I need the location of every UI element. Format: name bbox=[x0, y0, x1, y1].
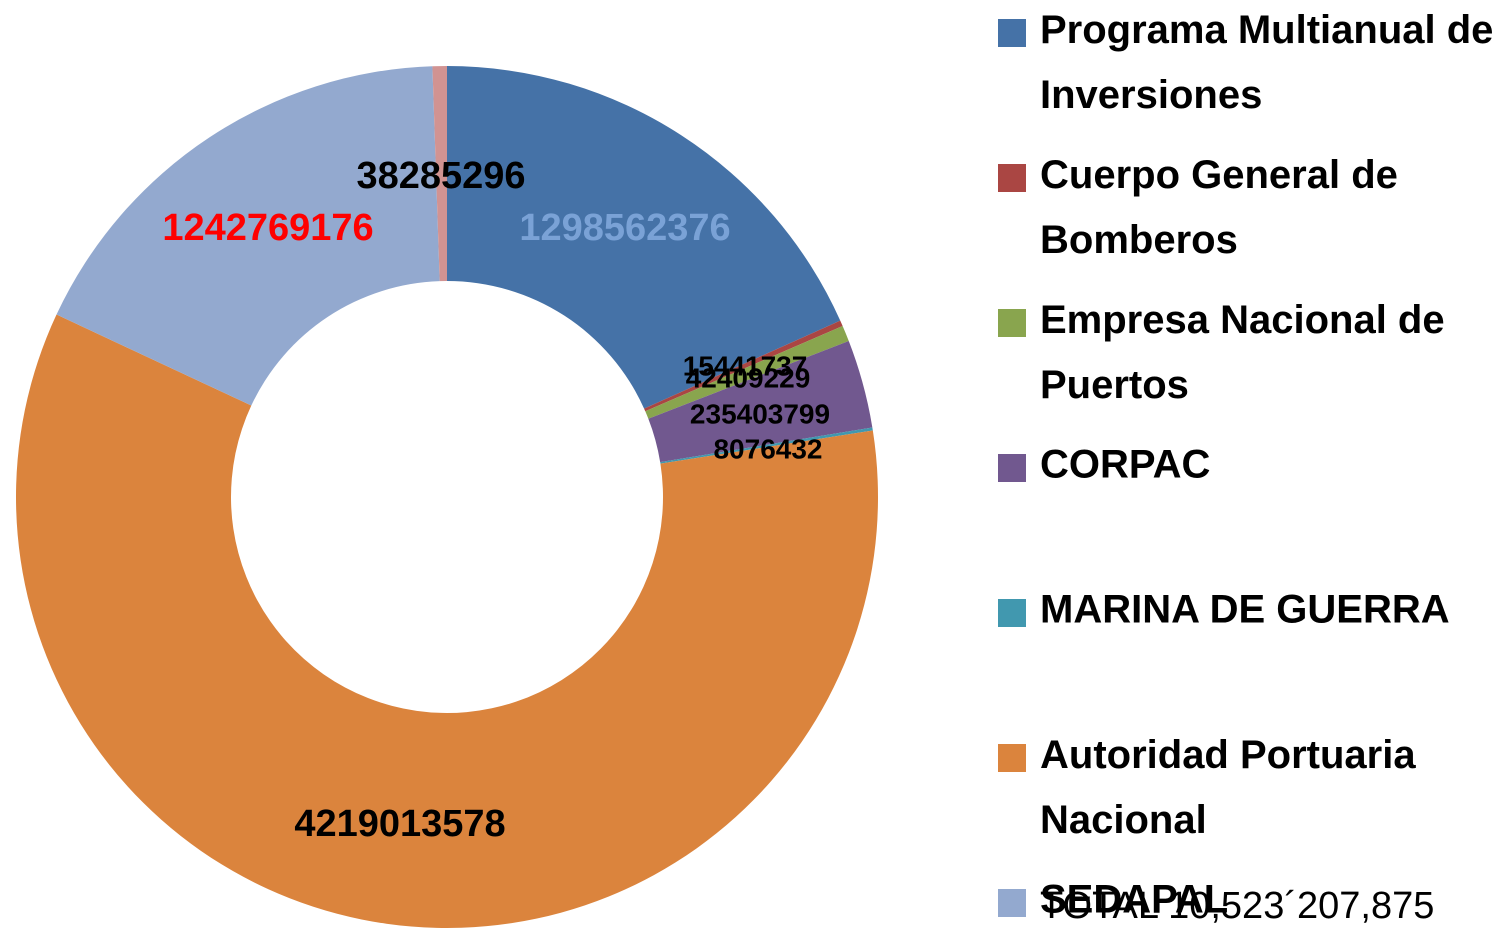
legend-label: Empresa Nacional de Puertos bbox=[1040, 298, 1445, 407]
legend-swatch bbox=[998, 599, 1026, 627]
legend-label: MARINA DE GUERRA bbox=[1040, 588, 1450, 632]
slices bbox=[16, 66, 879, 928]
donut-slice bbox=[432, 66, 447, 282]
legend-label: Programa Multianual de Inversiones bbox=[1040, 8, 1493, 117]
donut-slice bbox=[660, 427, 873, 464]
data-label: 4219013578 bbox=[294, 803, 505, 845]
data-label: 42409229 bbox=[686, 362, 811, 393]
legend-swatch bbox=[998, 19, 1026, 47]
data-label: 15441737 bbox=[683, 350, 808, 381]
total-annotation: TOTAL 10,523´207,875 bbox=[1040, 885, 1434, 927]
donut-slice bbox=[644, 320, 843, 412]
donut-slice bbox=[16, 314, 879, 928]
donut-slice bbox=[645, 326, 849, 419]
legend: Programa Multianual de Inversiones Cuerpo … bbox=[998, 8, 1493, 922]
donut-slice bbox=[447, 66, 841, 409]
legend-label: SEDAPAL bbox=[1040, 878, 1228, 922]
data-label: 235403799 bbox=[690, 398, 830, 429]
donut-slice bbox=[648, 340, 873, 463]
data-label: 1242769176 bbox=[162, 207, 373, 249]
legend-swatch bbox=[998, 454, 1026, 482]
legend-label: Cuerpo General de Bomberos bbox=[1040, 153, 1398, 262]
legend-swatch bbox=[998, 309, 1026, 337]
data-label: 8076432 bbox=[713, 433, 822, 464]
legend-swatch bbox=[998, 744, 1026, 772]
data-label: 1298562376 bbox=[519, 207, 730, 249]
legend-label: CORPAC bbox=[1040, 443, 1210, 487]
legend-swatch bbox=[998, 164, 1026, 192]
legend-label: Autoridad Portuaria Nacional bbox=[1040, 733, 1416, 842]
donut-slice bbox=[56, 66, 440, 406]
data-label: 38285296 bbox=[356, 155, 525, 197]
legend-swatch bbox=[998, 889, 1026, 917]
